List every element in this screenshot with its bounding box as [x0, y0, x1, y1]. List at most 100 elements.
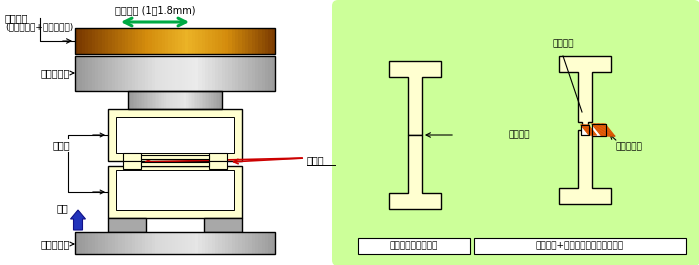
Bar [175, 28, 179, 54]
Polygon shape [559, 130, 611, 204]
Bar [145, 28, 149, 54]
Bar [112, 56, 115, 91]
Bar [188, 28, 192, 54]
Bar [265, 28, 269, 54]
Bar [215, 56, 219, 91]
Bar [197, 91, 199, 109]
Bar [145, 232, 149, 254]
Bar [183, 91, 185, 109]
Bar [148, 28, 152, 54]
Polygon shape [389, 135, 441, 209]
Bar [142, 56, 145, 91]
Bar [153, 91, 155, 109]
Bar [199, 232, 202, 254]
Bar [208, 56, 212, 91]
Bar [105, 56, 109, 91]
Bar [199, 91, 201, 109]
Bar [272, 232, 275, 254]
Bar [265, 232, 269, 254]
Bar [148, 232, 152, 254]
Bar [148, 91, 150, 109]
Bar [108, 109, 242, 161]
Bar [212, 56, 215, 91]
Polygon shape [559, 56, 611, 130]
Bar [138, 28, 142, 54]
Bar [261, 56, 266, 91]
Text: バリ溜まり: バリ溜まり [615, 142, 642, 151]
Bar [105, 232, 109, 254]
Bar [259, 56, 262, 91]
Bar [209, 153, 227, 161]
Bar [225, 56, 229, 91]
Bar [268, 28, 272, 54]
Bar [209, 161, 227, 169]
Bar [138, 56, 142, 91]
Bar [85, 56, 89, 91]
Bar [252, 28, 256, 54]
Bar [155, 28, 159, 54]
Bar [122, 28, 126, 54]
Bar [255, 28, 259, 54]
Bar [235, 232, 239, 254]
Bar [99, 232, 102, 254]
Bar [272, 56, 275, 91]
FancyArrow shape [71, 210, 85, 230]
Bar [192, 56, 196, 91]
Bar [101, 56, 106, 91]
Text: 加振装置: 加振装置 [5, 13, 29, 23]
Bar [118, 28, 122, 54]
Bar [202, 56, 206, 91]
Bar [116, 117, 234, 153]
Bar [142, 28, 145, 54]
Bar [161, 232, 166, 254]
Bar [206, 91, 208, 109]
Bar [75, 28, 79, 54]
Bar [154, 91, 157, 109]
Bar [202, 28, 206, 54]
Bar [85, 28, 89, 54]
Bar [75, 56, 275, 91]
Bar [235, 56, 239, 91]
Bar [75, 28, 275, 54]
Text: 上固定金型: 上固定金型 [41, 68, 70, 78]
Text: 振動方向 (1～1.8mm): 振動方向 (1～1.8mm) [115, 5, 195, 15]
Bar [125, 56, 129, 91]
Bar [173, 91, 175, 109]
Bar [172, 91, 174, 109]
Bar [92, 232, 96, 254]
Bar [122, 232, 126, 254]
Bar [78, 56, 82, 91]
Bar [135, 232, 139, 254]
Bar [101, 28, 106, 54]
Bar [178, 232, 182, 254]
Bar [131, 91, 134, 109]
Bar [185, 28, 189, 54]
Bar [195, 28, 199, 54]
Bar [75, 232, 79, 254]
Bar [115, 56, 119, 91]
Bar [115, 28, 119, 54]
Bar [145, 91, 147, 109]
Bar [192, 232, 196, 254]
Bar [205, 91, 207, 109]
Bar [161, 28, 166, 54]
Text: 接合界面: 接合界面 [508, 130, 530, 139]
Bar [78, 28, 82, 54]
Bar [261, 28, 266, 54]
Bar [272, 28, 275, 54]
Bar [88, 28, 92, 54]
Bar [161, 56, 166, 91]
Bar [242, 56, 245, 91]
Bar [212, 232, 215, 254]
Bar [265, 56, 269, 91]
Bar [165, 28, 169, 54]
Bar [108, 56, 112, 91]
Bar [141, 162, 209, 166]
Bar [152, 56, 155, 91]
Bar [218, 232, 222, 254]
Bar [108, 232, 112, 254]
Bar [159, 56, 162, 91]
Bar [231, 56, 236, 91]
Bar [231, 28, 236, 54]
Bar [85, 232, 89, 254]
